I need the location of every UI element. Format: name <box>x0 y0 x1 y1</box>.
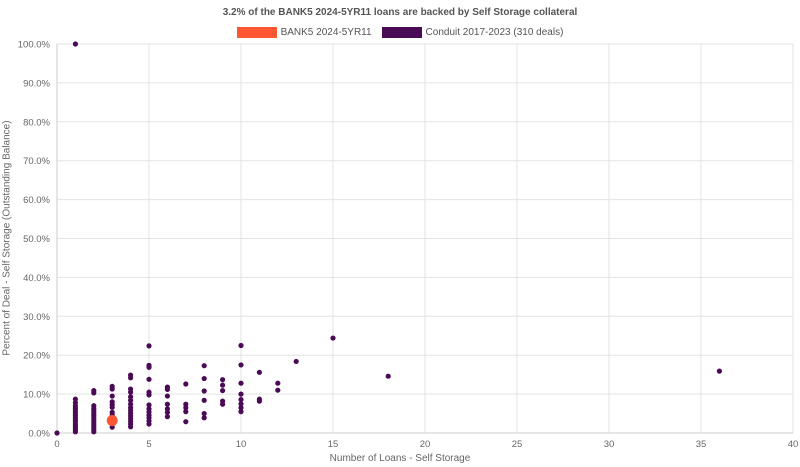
legend: BANK5 2024-5YR11 Conduit 2017-2023 (310 … <box>0 27 800 38</box>
x-axis-label: Number of Loans - Self Storage <box>329 453 471 464</box>
data-point-conduit <box>201 363 207 369</box>
data-point-conduit <box>201 415 207 421</box>
data-point-conduit <box>164 401 170 407</box>
x-tick-label: 0 <box>54 439 59 450</box>
data-point-conduit <box>72 396 78 402</box>
data-point-conduit <box>716 368 723 374</box>
data-point-conduit <box>128 401 134 407</box>
data-point-conduit <box>201 397 207 403</box>
data-point-conduit <box>146 376 152 382</box>
data-point-conduit <box>128 372 134 378</box>
data-point-conduit <box>183 401 189 407</box>
data-point-conduit <box>109 409 115 415</box>
y-tick-label: 90.0% <box>23 78 50 89</box>
x-tick-label: 35 <box>696 439 707 450</box>
data-point-conduit <box>293 358 299 365</box>
legend-swatch-bank5 <box>236 27 277 38</box>
y-tick-label: 30.0% <box>23 312 50 323</box>
data-point-conduit <box>220 387 226 394</box>
data-point-conduit <box>275 387 281 393</box>
y-tick-label: 40.0% <box>23 273 50 284</box>
data-point-conduit <box>91 403 97 409</box>
x-tick-label: 25 <box>512 439 523 450</box>
data-point-conduit <box>256 396 262 402</box>
data-point-bank5 <box>106 415 118 427</box>
x-tick-label: 40 <box>788 439 799 450</box>
y-tick-label: 50.0% <box>23 234 50 245</box>
data-point-conduit <box>128 394 134 400</box>
data-point-conduit <box>183 409 189 415</box>
data-point-conduit <box>128 386 134 392</box>
y-tick-label: 20.0% <box>23 351 50 362</box>
data-point-conduit <box>146 362 152 368</box>
data-point-conduit <box>164 414 170 420</box>
data-point-conduit <box>238 401 244 407</box>
data-point-conduit <box>164 406 170 412</box>
x-tick-label: 30 <box>604 439 615 450</box>
data-point-conduit <box>109 383 115 389</box>
legend-label-conduit: Conduit 2017-2023 (310 deals) <box>425 27 564 38</box>
data-point-conduit <box>220 382 226 388</box>
data-point-conduit <box>146 389 152 395</box>
y-tick-label: 100.0% <box>18 40 51 51</box>
data-point-conduit <box>72 41 78 47</box>
y-axis-label: Percent of Deal - Self Storage (Outstand… <box>1 120 13 356</box>
chart-title: 3.2% of the BANK5 2024-5YR11 loans are b… <box>222 7 578 18</box>
legend-label-bank5: BANK5 2024-5YR11 <box>280 27 372 38</box>
y-tick-label: 70.0% <box>23 156 50 167</box>
data-point-conduit <box>91 387 97 394</box>
data-point-conduit <box>238 342 244 349</box>
data-point-conduit <box>146 406 152 412</box>
data-point-conduit <box>238 380 244 386</box>
data-point-conduit <box>183 381 189 387</box>
data-point-conduit <box>146 402 152 408</box>
data-point-conduit <box>109 393 115 399</box>
y-tick-label: 0.0% <box>28 429 50 440</box>
data-point-conduit <box>238 405 244 411</box>
data-point-conduit <box>385 373 391 379</box>
x-tick-label: 15 <box>328 439 339 450</box>
x-tick-label: 5 <box>146 439 151 450</box>
data-point-conduit <box>146 343 152 349</box>
data-point-conduit <box>275 380 281 386</box>
data-point-conduit <box>238 362 244 368</box>
data-point-conduit <box>238 391 244 397</box>
data-point-conduit <box>238 396 244 403</box>
data-point-conduit <box>220 377 226 383</box>
data-point-conduit <box>54 430 60 436</box>
data-point-conduit <box>330 335 336 341</box>
y-tick-label: 80.0% <box>23 117 50 128</box>
data-point-conduit <box>201 375 207 382</box>
data-point-conduit <box>201 410 207 417</box>
data-point-conduit <box>201 388 207 394</box>
legend-item-bank5[interactable]: BANK5 2024-5YR11 <box>236 27 372 38</box>
data-point-conduit <box>238 409 244 415</box>
data-point-conduit <box>164 384 170 390</box>
x-tick-label: 20 <box>420 439 431 450</box>
data-point-conduit <box>183 419 189 425</box>
legend-swatch-conduit <box>381 27 422 38</box>
y-tick-label: 60.0% <box>23 195 50 206</box>
data-point-conduit <box>220 398 226 404</box>
data-point-conduit <box>109 399 115 405</box>
data-point-conduit <box>256 369 262 375</box>
legend-item-conduit[interactable]: Conduit 2017-2023 (310 deals) <box>381 27 564 38</box>
x-tick-label: 10 <box>236 439 247 450</box>
data-point-conduit <box>164 393 170 399</box>
y-tick-label: 10.0% <box>23 390 50 401</box>
